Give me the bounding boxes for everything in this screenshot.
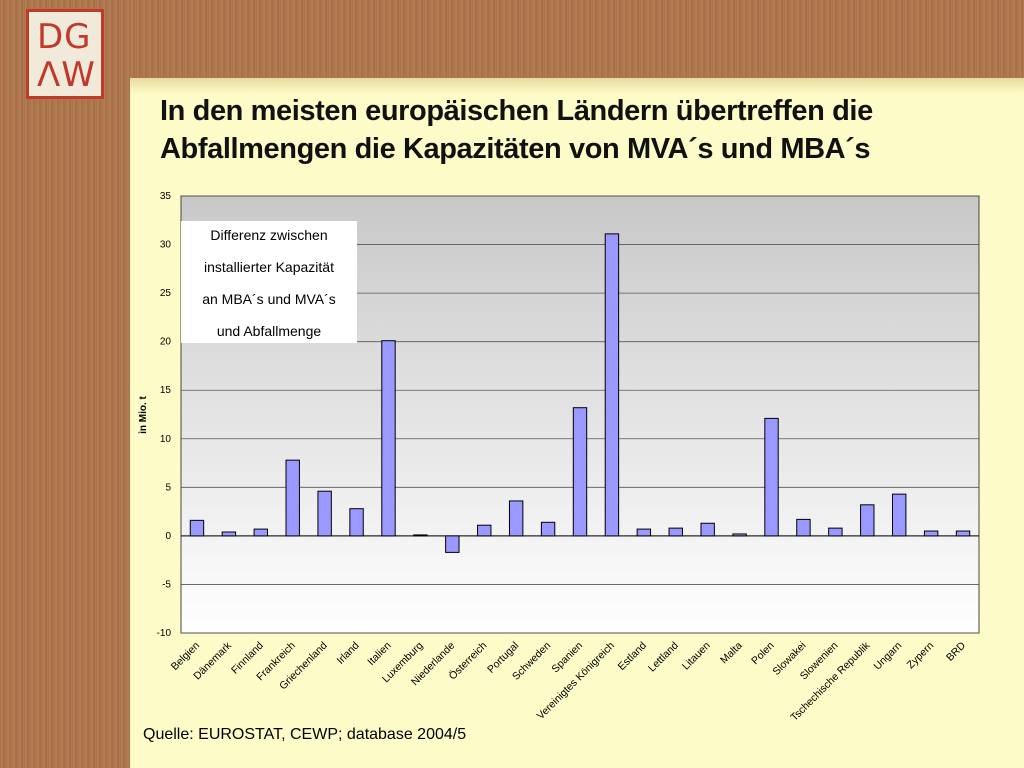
bar [253, 528, 269, 537]
y-tick-label: -10 [157, 628, 172, 639]
x-tick-label: Lettland [646, 640, 681, 675]
y-tick-label: 25 [160, 288, 172, 299]
y-tick-label: 5 [165, 482, 171, 493]
bar [955, 530, 971, 537]
legend-line: und Abfallmenge [217, 323, 322, 339]
bar [700, 522, 715, 537]
x-tick-label: Ungarn [871, 640, 904, 673]
legend-line: an MBA´s und MVA´s [202, 291, 336, 307]
bar [477, 524, 492, 537]
x-tick-label: BRD [944, 639, 968, 663]
x-tick-label: Polen [749, 640, 777, 668]
y-tick-label: 30 [160, 240, 172, 251]
x-tick-label: Malta [718, 640, 745, 667]
y-tick-label: 10 [160, 434, 172, 445]
y-tick-label: 0 [165, 531, 171, 542]
logo-line-2: ΛW [37, 55, 96, 95]
legend-line: Differenz zwischen [210, 227, 327, 243]
bar [349, 508, 364, 537]
bar [381, 340, 396, 537]
slide-title: In den meisten europäischen Ländern über… [160, 92, 1000, 168]
bar [796, 518, 811, 537]
bars [189, 233, 971, 553]
bar [285, 459, 300, 537]
y-tick-label: 15 [160, 385, 172, 396]
logo-line-1: DG [37, 17, 92, 57]
bar [508, 500, 524, 537]
y-tick-label: 35 [160, 191, 172, 202]
bar [317, 490, 332, 537]
legend-line: installierter Kapazität [204, 259, 334, 275]
x-tick-label: Estland [616, 640, 649, 673]
wood-top-strip [130, 0, 1024, 78]
bar [732, 533, 747, 537]
y-tick-labels: 35 30 25 20 15 10 5 0 -5 -10 [157, 191, 172, 639]
bar [604, 233, 620, 537]
bar [221, 531, 237, 537]
x-tick-labels: BelgienDänemarkFinnlandFrankreichGrieche… [169, 639, 969, 724]
y-tick-label: -5 [162, 579, 171, 590]
bar [540, 521, 556, 537]
x-tick-label: Zypern [905, 640, 937, 672]
panel-shadow [130, 78, 1024, 94]
bar [636, 528, 652, 537]
y-axis-label: in Mio. t [138, 395, 149, 433]
x-tick-label: Irland [335, 640, 362, 667]
bar [413, 534, 428, 537]
bar [572, 407, 588, 537]
bar [923, 530, 939, 537]
wood-side-strip [0, 0, 130, 768]
bar [668, 527, 683, 537]
source-note: Quelle: EUROSTAT, CEWP; database 2004/5 [143, 726, 467, 743]
bar [828, 527, 843, 537]
title-line-1: In den meisten europäischen Ländern über… [160, 95, 873, 127]
dgaw-logo: DG ΛW [26, 9, 104, 99]
bar [860, 504, 875, 537]
bar [445, 535, 460, 553]
bar [764, 417, 779, 537]
x-tick-label: Litauen [680, 640, 713, 673]
bar [891, 493, 907, 537]
bar [189, 519, 205, 537]
title-line-2: Abfallmengen die Kapazitäten von MVA´s u… [160, 133, 871, 165]
x-tick-label: Italien [365, 640, 393, 668]
y-tick-label: 20 [160, 337, 172, 348]
legend-box: Differenz zwischen installierter Kapazitä… [181, 221, 357, 343]
